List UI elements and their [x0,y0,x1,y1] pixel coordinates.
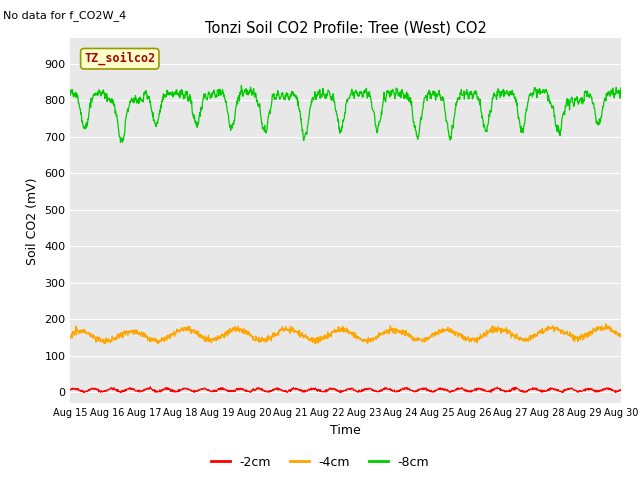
Y-axis label: Soil CO2 (mV): Soil CO2 (mV) [26,177,39,264]
Text: TZ_soilco2: TZ_soilco2 [84,52,156,65]
X-axis label: Time: Time [330,424,361,437]
Title: Tonzi Soil CO2 Profile: Tree (West) CO2: Tonzi Soil CO2 Profile: Tree (West) CO2 [205,21,486,36]
Legend: -2cm, -4cm, -8cm: -2cm, -4cm, -8cm [206,451,434,474]
Text: No data for f_CO2W_4: No data for f_CO2W_4 [3,11,127,22]
